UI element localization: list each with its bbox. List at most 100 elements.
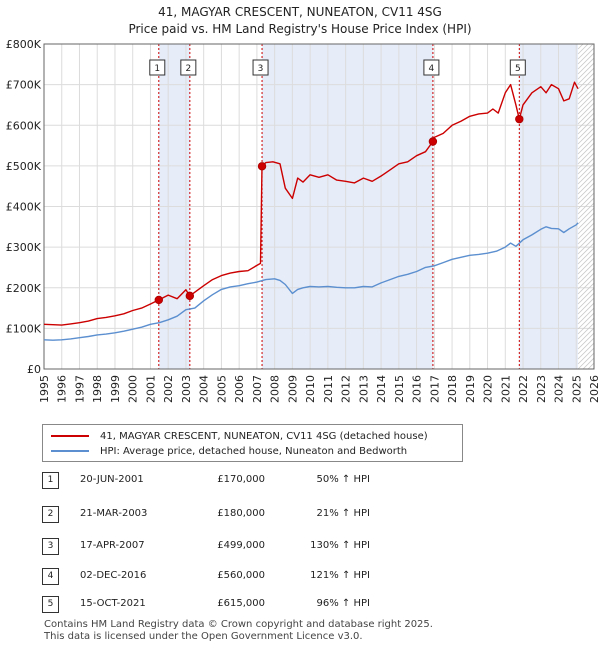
y-tick-label: £300K xyxy=(6,241,42,254)
x-tick-label: 2000 xyxy=(127,375,140,403)
hatch-line xyxy=(577,192,595,210)
x-tick-label: 2002 xyxy=(162,375,175,403)
sale-price: £560,000 xyxy=(217,570,265,581)
sale-date: 15-OCT-2021 xyxy=(80,598,146,609)
sale-box xyxy=(423,59,440,76)
price-chart: 1 2 3 4 5 £0 £100K £200K £300K £400K £500K £600K £7… xyxy=(6,38,600,403)
x-tick-label: 2021 xyxy=(499,375,512,403)
sale-box xyxy=(180,59,197,76)
hatch-line xyxy=(577,117,595,135)
hatch-line xyxy=(577,57,595,75)
hatch-line xyxy=(577,82,595,100)
sale-row: 4 02-DEC-2016 £560,000 121% ↑ HPI xyxy=(42,568,402,586)
x-tick-label: 2018 xyxy=(446,375,459,403)
hatch-line xyxy=(577,43,594,60)
y-tick-label: £700K xyxy=(6,79,42,92)
hatch-line xyxy=(577,282,595,300)
hatch-line xyxy=(577,332,595,350)
x-tick-label: 2004 xyxy=(198,375,211,403)
sale-number-badge: 2 xyxy=(42,506,59,523)
x-tick-label: 2013 xyxy=(357,375,370,403)
x-tick-label: 2010 xyxy=(304,375,317,403)
attribution-footer: Contains HM Land Registry data © Crown c… xyxy=(44,619,433,643)
x-tick-label: 2022 xyxy=(517,375,530,403)
forecast-hatch xyxy=(577,43,595,370)
y-tick-label: £200K xyxy=(6,282,42,295)
sale-date: 21-MAR-2003 xyxy=(80,508,148,519)
x-tick-label: 2017 xyxy=(428,375,441,403)
hatch-line xyxy=(577,127,595,145)
chart-legend: 41, MAGYAR CRESCENT, NUNEATON, CV11 4SG … xyxy=(42,424,463,462)
x-tick-label: 2025 xyxy=(570,375,583,403)
sale-row: 3 17-APR-2007 £499,000 130% ↑ HPI xyxy=(42,538,402,556)
hatch-line xyxy=(577,262,595,280)
x-tick-label: 2020 xyxy=(482,375,495,403)
hatch-line xyxy=(577,232,595,250)
sale-date: 20-JUN-2001 xyxy=(80,474,144,485)
hatch-line xyxy=(577,237,595,255)
sale-point xyxy=(185,291,195,301)
x-axis-ticks: 1995 1996 1997 1998 1999 2000 2001 2002 2003 2004… xyxy=(38,375,600,403)
hatch-line xyxy=(577,197,595,215)
x-tick-label: 2015 xyxy=(393,375,406,403)
hatch-line xyxy=(577,147,595,165)
x-tick-label: 2024 xyxy=(553,375,566,403)
sale-box-label: 4 xyxy=(429,64,435,74)
x-tick-label: 1998 xyxy=(91,375,104,403)
hatch-line xyxy=(577,337,595,355)
hatch-line xyxy=(577,43,589,55)
hatch-line xyxy=(577,277,595,295)
sale-price: £615,000 xyxy=(217,598,265,609)
series-line-property xyxy=(43,81,579,326)
hatch-line xyxy=(577,252,595,270)
sale-date: 02-DEC-2016 xyxy=(80,570,147,581)
hatch-line xyxy=(577,212,595,230)
x-tick-label: 1999 xyxy=(109,375,122,403)
sale-hpi-change: 96% ↑ HPI xyxy=(316,598,370,609)
sale-row: 2 21-MAR-2003 £180,000 21% ↑ HPI xyxy=(42,506,402,524)
sale-hpi-change: 50% ↑ HPI xyxy=(316,474,370,485)
hatch-line xyxy=(577,43,584,50)
sale-number-badge: 1 xyxy=(42,472,59,489)
sale-number-badge: 5 xyxy=(42,596,59,613)
hatch-line xyxy=(577,137,595,155)
hatch-line xyxy=(577,72,595,90)
y-tick-label: £400K xyxy=(6,201,42,214)
hatch-line xyxy=(582,357,595,370)
chart-subtitle: Price paid vs. HM Land Registry's House … xyxy=(128,22,472,36)
x-tick-label: 2009 xyxy=(286,375,299,403)
hatch-line xyxy=(577,207,595,225)
series-line-hpi xyxy=(43,222,579,341)
x-tick-label: 1996 xyxy=(56,375,69,403)
hatch-line xyxy=(577,327,595,345)
hatch-line xyxy=(577,272,595,290)
hatch-line xyxy=(577,347,595,365)
hatch-line xyxy=(577,267,595,285)
hatch-line xyxy=(577,87,595,105)
sale-point xyxy=(154,295,163,305)
y-tick-label: £100K xyxy=(6,322,42,335)
hatch-line xyxy=(577,317,595,335)
hatch-line xyxy=(577,152,595,170)
sale-box xyxy=(509,59,526,76)
hatch-line xyxy=(577,342,595,360)
series-lines xyxy=(43,81,579,341)
legend-swatch-property xyxy=(51,435,89,437)
x-tick-label: 2026 xyxy=(588,375,600,403)
hatch-line xyxy=(587,362,595,370)
hatch-line xyxy=(577,47,595,65)
sale-box-label: 3 xyxy=(258,64,264,74)
plot-frame xyxy=(43,43,595,370)
y-axis-ticks: £0 £100K £200K £300K £400K £500K £600K £700K £80… xyxy=(6,38,42,376)
x-tick-label: 2003 xyxy=(180,375,193,403)
y-tick-label: £500K xyxy=(6,160,42,173)
hatch-line xyxy=(577,292,595,310)
hatch-line xyxy=(577,162,595,180)
x-tick-label: 2005 xyxy=(215,375,228,403)
legend-label-property: 41, MAGYAR CRESCENT, NUNEATON, CV11 4SG … xyxy=(100,430,428,442)
sale-row: 1 20-JUN-2001 £170,000 50% ↑ HPI xyxy=(42,472,402,490)
x-tick-label: 1995 xyxy=(38,375,51,403)
hatch-line xyxy=(577,307,595,325)
hatch-line xyxy=(577,177,595,195)
hatch-line xyxy=(577,92,595,110)
